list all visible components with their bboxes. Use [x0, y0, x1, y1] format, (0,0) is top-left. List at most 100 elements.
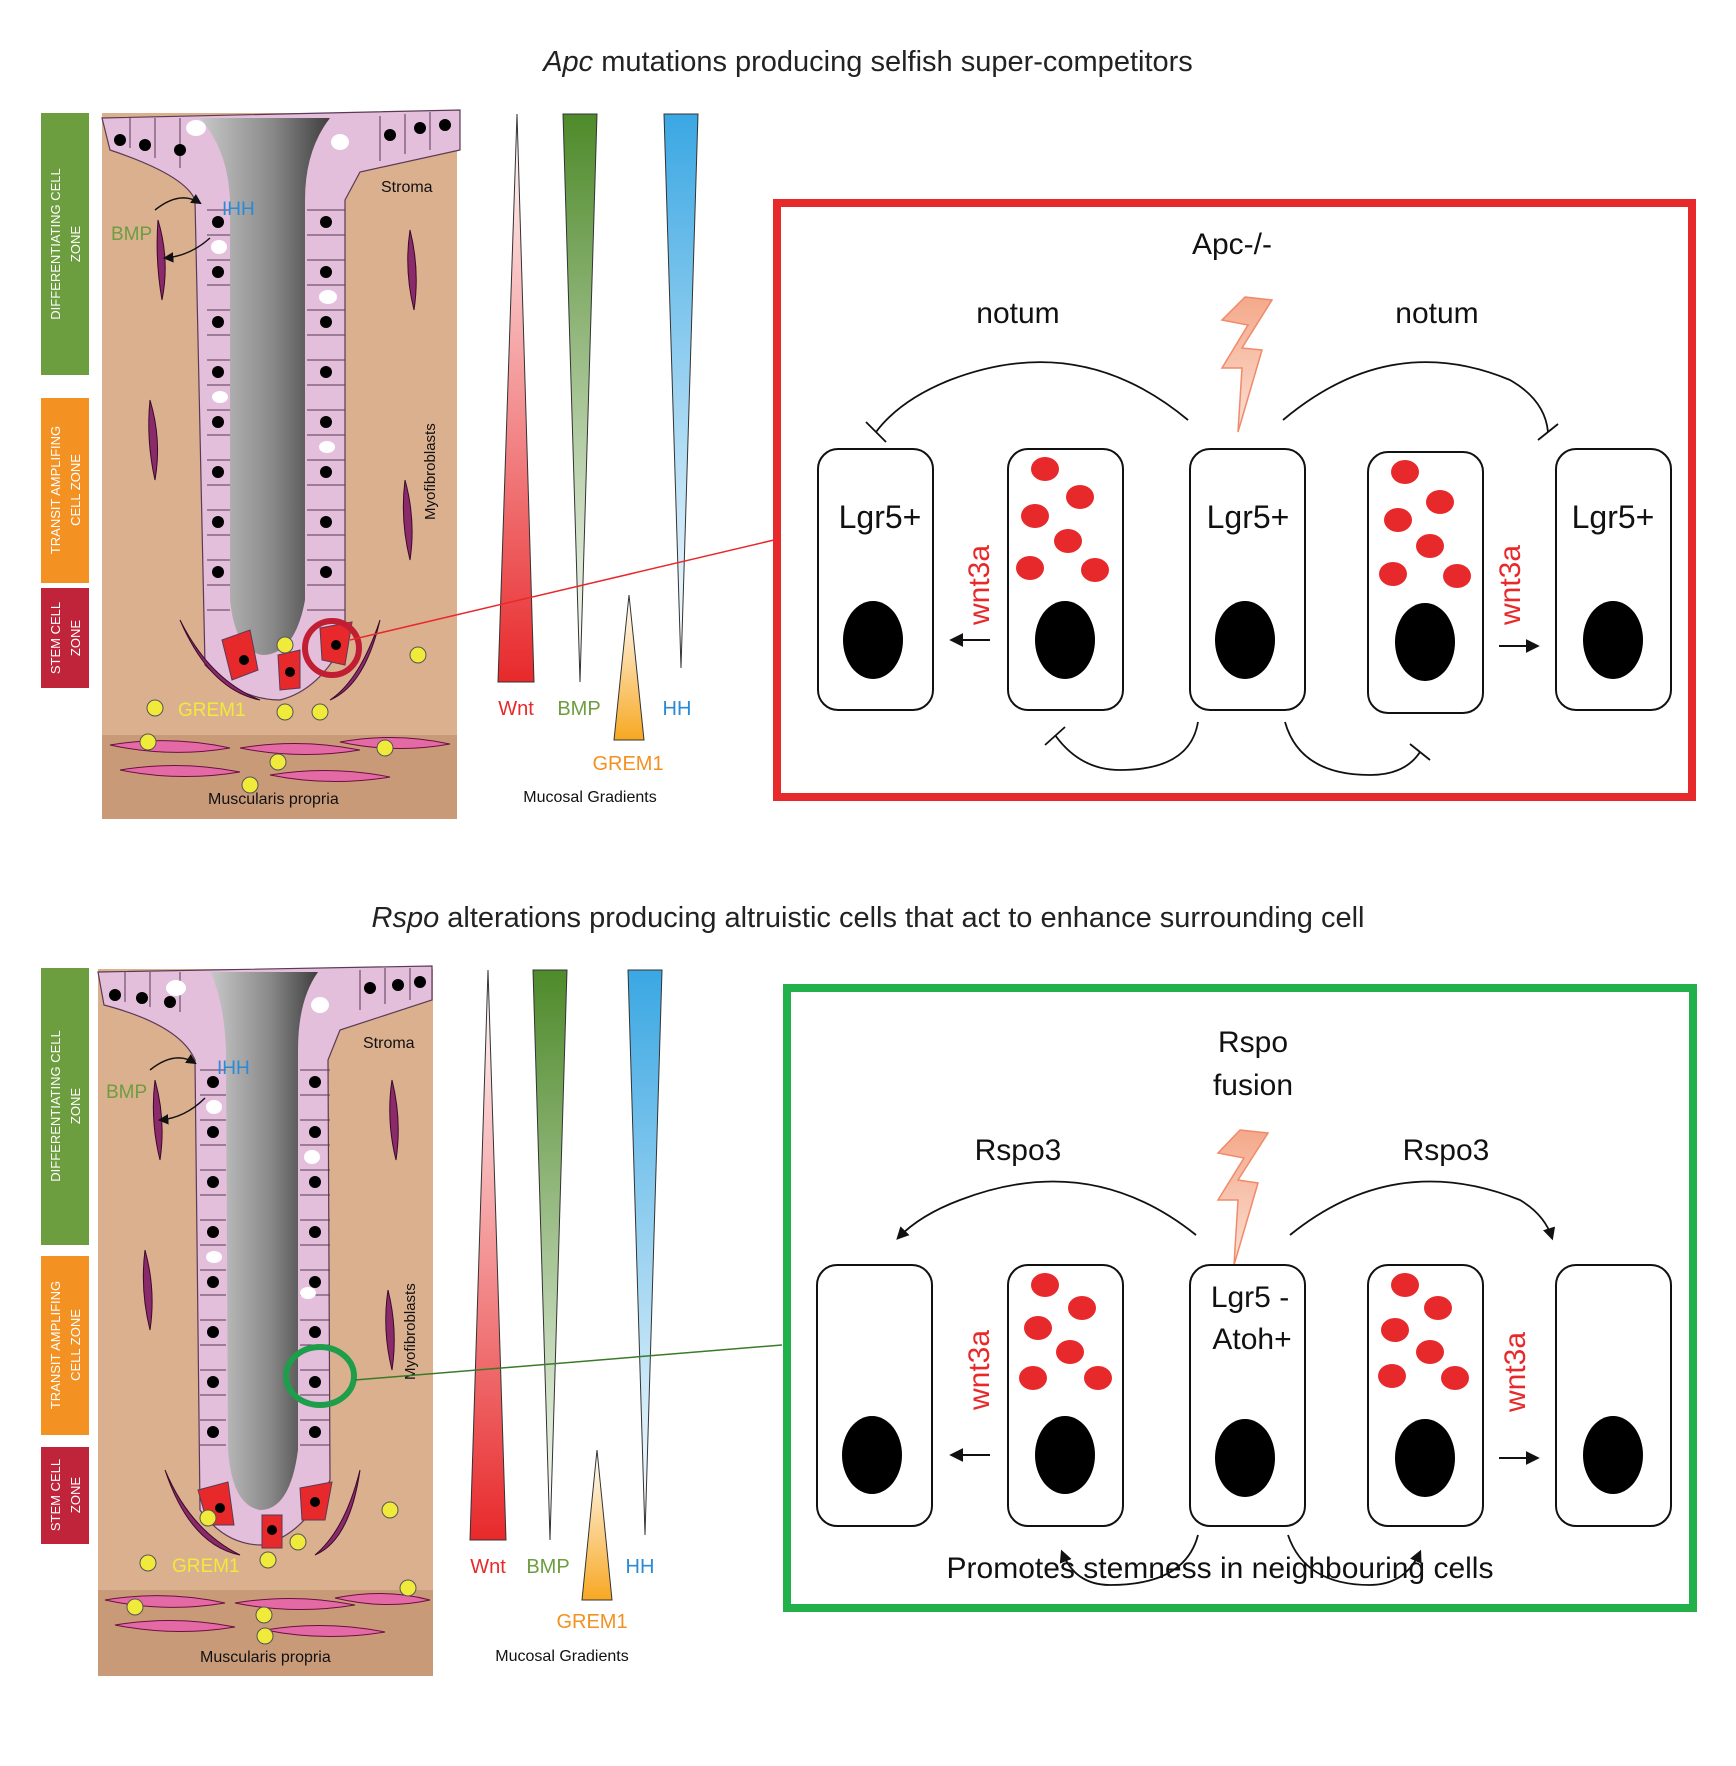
- rspo3-right-label: Rspo3: [1403, 1134, 1490, 1167]
- lower-right-inhibit-arrow: [1284, 721, 1421, 776]
- hh-gradient-label-2: HH: [626, 1556, 655, 1578]
- ihh-label-2: IHH: [217, 1058, 250, 1079]
- rspo3-right-arrow: [1289, 1180, 1556, 1241]
- cell-neighbour-left-nucleus: [842, 1416, 902, 1494]
- notum-left-inhibit-bar: [865, 421, 887, 443]
- cell-paneth-right-2-granules: [1378, 1273, 1469, 1390]
- bmp-return-arrow-2: [157, 1097, 206, 1125]
- notum-right-inhibit-bar: [1537, 423, 1559, 441]
- cell-paneth-left-granules: [1016, 457, 1109, 582]
- panel1-connector-line: [349, 539, 775, 641]
- panel1-title-rest: mutations producing selfish super-compet…: [593, 46, 1193, 78]
- myofibroblasts-2: [142, 1079, 399, 1556]
- wnt3a-right-label: wnt3a: [1494, 545, 1527, 626]
- panel1-title: Apc mutations producing selfish super-co…: [0, 46, 1736, 79]
- lumen: [200, 118, 330, 655]
- cell-paneth-right-granules: [1379, 460, 1471, 588]
- hh-gradient-label: HH: [663, 698, 692, 720]
- rspo-header-line1: Rspo: [1218, 1026, 1288, 1059]
- cell-paneth-left-2-nucleus: [1035, 1416, 1095, 1494]
- zone-differentiating-bar: [41, 113, 89, 375]
- cell-paneth-right-2-nucleus: [1395, 1419, 1455, 1497]
- grem1-gradient-label: GREM1: [592, 753, 663, 775]
- wnt-gradient-wedge-2: [469, 969, 507, 1541]
- zone-stem-bar-2: [41, 1447, 89, 1544]
- cell-paneth-left-nucleus: [1035, 601, 1095, 679]
- highlight-circle-apc: [302, 618, 362, 678]
- grem1-gradient-wedge-2: [581, 1449, 613, 1601]
- zone-differentiating-label: DIFFERENTIATING CELL ZONE: [48, 168, 83, 319]
- muscularis-label: Muscularis propria: [208, 791, 339, 808]
- zone-transit-label-2: TRANSIT AMPLIFING CELL ZONE: [48, 1281, 83, 1409]
- bmp-label-2: BMP: [106, 1082, 147, 1103]
- notum-left-inhibit-arrow: [875, 361, 1189, 433]
- panel2-cells: Lgr5 - Atoh+: [816, 1264, 1672, 1527]
- grem1-gradient-label-2: GREM1: [556, 1611, 627, 1633]
- zone-differentiating-label-2: DIFFERENTIATING CELL ZONE: [48, 1030, 83, 1181]
- panel1-crypt: IHH BMP Stroma Myofibroblasts GREM1 Musc…: [101, 109, 461, 819]
- notum-left-label: notum: [976, 297, 1059, 330]
- apc-header: Apc-/-: [1192, 228, 1272, 261]
- cell-lgr5-right-label: Lgr5+: [1572, 499, 1655, 535]
- epithelium-nuclei: [114, 119, 451, 578]
- panel2-title-italic: Rspo: [371, 902, 440, 934]
- footer-label: Promotes stemness in neighbouring cells: [947, 1552, 1494, 1585]
- muscularis-label-2: Muscularis propria: [200, 1649, 331, 1666]
- grem1-dots: [139, 636, 427, 794]
- panel2-crypt: IHH BMP Stroma Myofibroblasts GREM1 Musc…: [97, 965, 433, 1676]
- epithelium-cell-borders: [129, 112, 431, 611]
- grem1-crypt-label: GREM1: [178, 700, 246, 721]
- cell-paneth-right-nucleus: [1395, 603, 1455, 681]
- stroma-label-2: Stroma: [363, 1035, 415, 1052]
- cell-lgr5-right-nucleus: [1583, 601, 1643, 679]
- goblet-cells-2: [166, 980, 329, 1299]
- hh-gradient-wedge-2: [627, 969, 663, 1536]
- goblet-cells: [186, 120, 349, 453]
- panel1-title-italic: Apc: [543, 46, 594, 78]
- epithelium-nuclei-2: [109, 976, 426, 1438]
- bmp-gradient-label-2: BMP: [526, 1556, 569, 1578]
- notum-right-label: notum: [1395, 297, 1478, 330]
- mutation-bolt-icon: [1220, 296, 1274, 433]
- wnt-gradient-wedge: [497, 113, 535, 683]
- rspo-header-line2: fusion: [1213, 1069, 1293, 1102]
- promote-right-arrow: [1287, 1534, 1422, 1586]
- hh-gradient-wedge: [663, 113, 699, 669]
- panel1-box: Apc-/- notum notum Lgr5+ Lgr5+: [773, 199, 1696, 801]
- panel1-zone-labels: DIFFERENTIATING CELL ZONE TRANSIT AMPLIFI…: [41, 113, 89, 688]
- wnt3a-right-label-2: wnt3a: [1499, 1332, 1532, 1413]
- panel2-title: Rspo alterations producing altruistic ce…: [0, 902, 1736, 935]
- zone-transit-bar-2: [41, 1256, 89, 1435]
- panel2-title-rest: alterations producing altruistic cells t…: [439, 902, 1365, 934]
- lower-left-inhibit-bar: [1044, 726, 1066, 746]
- stem-cells: [221, 621, 353, 691]
- cell-lgr5-left-label: Lgr5+: [839, 499, 922, 535]
- bmp-gradient-wedge-2: [532, 969, 568, 1541]
- gradients-caption: Mucosal Gradients: [523, 789, 656, 806]
- myofibroblasts-label: Myofibroblasts: [422, 423, 439, 520]
- center-cell-label-line1: Lgr5 -: [1211, 1281, 1289, 1314]
- wnt3a-left-label-2: wnt3a: [963, 1330, 996, 1411]
- ihh-to-bmp-arrow: [154, 194, 202, 211]
- bmp-gradient-wedge: [562, 113, 598, 683]
- grem1-crypt-label-2: GREM1: [172, 1556, 240, 1577]
- bmp-gradient-label: BMP: [557, 698, 600, 720]
- panel2-connector-line: [354, 1344, 783, 1381]
- zone-transit-label: TRANSIT AMPLIFING CELL ZONE: [48, 426, 83, 554]
- muscularis-cells: [109, 736, 451, 783]
- panel2-zone-labels: DIFFERENTIATING CELL ZONE TRANSIT AMPLIFI…: [41, 968, 89, 1544]
- panel1-gradients: Wnt BMP HH GREM1 Mucosal Gradients: [497, 113, 699, 806]
- cell-lgr5-center-label: Lgr5+: [1207, 499, 1290, 535]
- cell-neighbour-right-nucleus: [1583, 1416, 1643, 1494]
- cell-paneth-left-2-granules: [1019, 1273, 1112, 1390]
- zone-stem-label: STEM CELL ZONE: [48, 602, 83, 674]
- cell-lgr5-left-nucleus: [843, 601, 903, 679]
- grem1-dots-2: [126, 1501, 417, 1645]
- lower-left-inhibit-arrow: [1054, 721, 1199, 771]
- rspo3-left-arrow: [896, 1180, 1197, 1240]
- myofibroblasts-label-2: Myofibroblasts: [402, 1283, 419, 1380]
- grem1-gradient-wedge: [613, 594, 645, 741]
- stem-cells-2: [197, 1481, 333, 1549]
- stroma-label: Stroma: [381, 179, 433, 196]
- panel2-box: Rspo fusion Rspo3 Rspo3 Lgr5 - Atoh+: [783, 984, 1697, 1612]
